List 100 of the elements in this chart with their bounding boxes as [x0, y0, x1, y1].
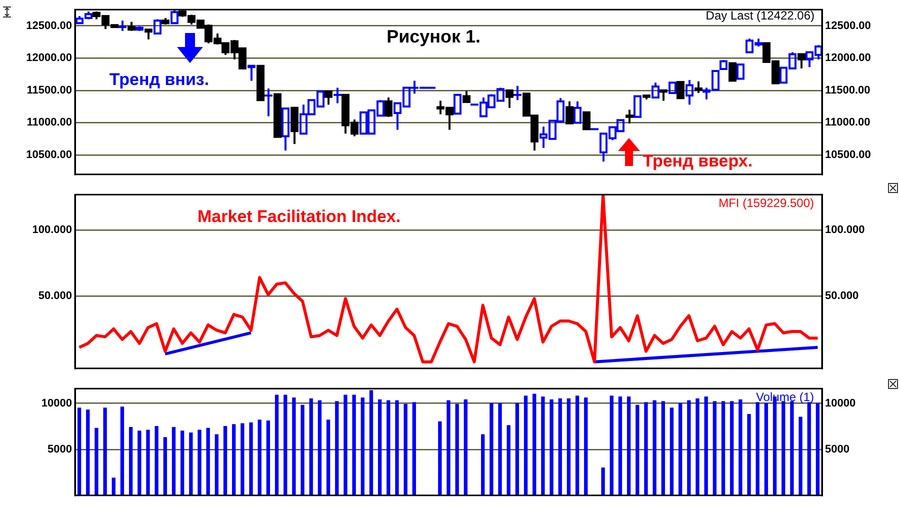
y-tick-label: 100.000: [32, 224, 72, 236]
annotation: Тренд вверх.: [642, 152, 753, 171]
bar: [326, 420, 330, 496]
bar: [490, 403, 494, 496]
y2-tick-label: 12000.00: [825, 52, 871, 64]
annotation: Day Last (12422.06): [706, 8, 815, 23]
bar: [86, 409, 90, 496]
bar: [112, 478, 116, 496]
y2-tick-label: 100.000: [825, 224, 865, 236]
bar: [284, 394, 288, 496]
annotation: Market Facilitation Index.: [198, 206, 401, 226]
bar: [558, 398, 562, 496]
bar: [738, 399, 742, 496]
y2-tick-label: 50.000: [825, 290, 859, 302]
bar: [180, 430, 184, 496]
bar: [292, 397, 296, 496]
y-tick-label: 11500.00: [26, 84, 72, 96]
bar: [626, 396, 631, 496]
y2-tick-label: 11500.00: [825, 84, 870, 96]
y-tick-label: 12000.00: [26, 52, 72, 64]
bar: [636, 404, 640, 496]
bar: [103, 408, 107, 496]
y-tick-label: 11000.00: [26, 116, 72, 129]
candlestick: [694, 80, 702, 94]
candlestick: [506, 89, 514, 109]
bar: [712, 401, 717, 496]
bar: [412, 402, 416, 496]
bar: [782, 401, 786, 496]
annotation: Тренд вниз.: [109, 70, 210, 90]
bar: [687, 400, 691, 496]
y2-tick-label: 5000: [825, 443, 850, 456]
candlestick: [798, 53, 806, 70]
bar: [77, 408, 82, 496]
bar: [601, 467, 605, 496]
bar: [575, 396, 580, 496]
bar: [395, 400, 399, 496]
bar: [94, 428, 98, 496]
bar: [610, 396, 614, 496]
bar: [206, 428, 210, 496]
bar: [274, 394, 279, 496]
bar: [481, 434, 485, 496]
y2-tick-label: 10000: [825, 397, 856, 410]
bar: [464, 399, 468, 496]
bar: [721, 401, 726, 496]
bar: [756, 402, 760, 496]
bar: [644, 402, 648, 496]
y-tick-label: 50.000: [38, 290, 72, 302]
bar: [532, 394, 536, 496]
bar: [816, 403, 820, 496]
y-tick-label: 12500.00: [26, 20, 72, 32]
bar: [506, 425, 510, 496]
bar: [584, 397, 588, 496]
bar: [146, 430, 150, 496]
bar: [386, 400, 390, 496]
bar: [446, 400, 450, 496]
bar: [661, 401, 665, 496]
bar: [240, 423, 244, 496]
candlestick: [290, 106, 298, 146]
bar: [309, 398, 313, 496]
bar: [541, 396, 545, 496]
bar: [258, 420, 262, 496]
candlestick: [248, 64, 256, 82]
bar: [652, 400, 656, 496]
bar: [300, 404, 304, 496]
bar: [318, 400, 322, 496]
bar: [352, 394, 356, 496]
bar: [360, 397, 364, 496]
bar: [138, 430, 142, 496]
bar: [790, 401, 794, 496]
candlestick: [686, 79, 694, 106]
bar: [670, 408, 674, 496]
bar: [747, 414, 751, 496]
bar: [128, 426, 133, 496]
bar: [404, 404, 408, 496]
bar: [335, 401, 339, 496]
bar: [266, 420, 270, 496]
candlestick: [660, 89, 668, 102]
bar: [378, 399, 382, 496]
y-tick-label: 10500.00: [26, 149, 72, 162]
bar: [223, 426, 228, 496]
bar: [696, 398, 700, 496]
bar: [249, 422, 253, 496]
candlestick: [282, 107, 290, 152]
bar: [704, 396, 708, 496]
y2-tick-label: 12500.00: [825, 20, 871, 32]
bar: [120, 406, 124, 496]
y-tick-label: 10000: [41, 397, 72, 410]
y-tick-label: 5000: [48, 443, 72, 456]
bar: [550, 399, 554, 496]
bar: [498, 403, 502, 496]
bar: [618, 396, 622, 496]
bar: [515, 403, 520, 496]
bar: [798, 416, 802, 496]
bar: [198, 430, 202, 496]
bar: [214, 434, 219, 496]
bar: [730, 401, 734, 496]
bar: [438, 421, 442, 496]
bar: [455, 404, 459, 496]
bar: [524, 396, 528, 496]
bar: [189, 432, 193, 496]
